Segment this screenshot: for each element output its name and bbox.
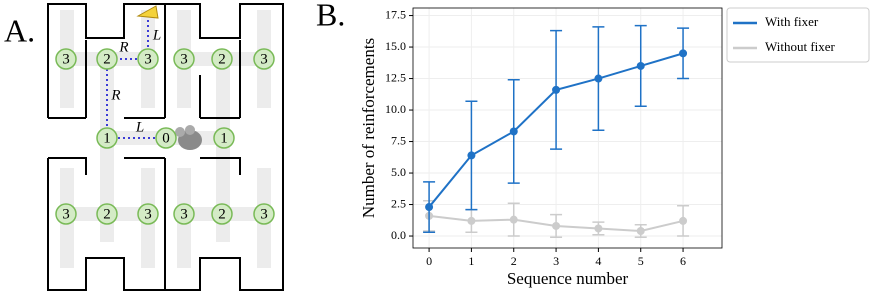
plot-frame (412, 7, 723, 249)
data-point (552, 85, 561, 94)
maze-node (55, 203, 77, 225)
node-label: 0 (162, 130, 170, 146)
maze-node (137, 203, 159, 225)
x-tick-label: 4 (595, 254, 601, 268)
maze-node (253, 48, 275, 70)
data-point (594, 224, 603, 233)
x-tick-label: 0 (426, 254, 432, 268)
data-point (679, 216, 688, 225)
legend-label: With fixer (765, 14, 819, 29)
x-tick-label: 2 (511, 254, 517, 268)
node-label: 1 (103, 130, 111, 146)
y-tick-label: 2.5 (391, 196, 406, 210)
x-axis-label: Sequence number (507, 269, 629, 288)
node-label: 2 (218, 51, 226, 67)
node-label: 3 (144, 206, 152, 222)
maze-node (55, 48, 77, 70)
maze-node (155, 127, 177, 149)
maze-node (137, 48, 159, 70)
data-point (467, 216, 476, 225)
maze-node (173, 203, 195, 225)
y-tick-label: 5.0 (391, 165, 406, 179)
node-label: 3 (180, 206, 188, 222)
legend-label: Without fixer (765, 39, 836, 54)
y-tick-label: 10.0 (385, 102, 406, 116)
data-point (509, 127, 518, 136)
edge-label: R (118, 39, 128, 55)
node-label: 3 (180, 51, 188, 67)
node-label: 3 (260, 51, 268, 67)
node-label: 2 (103, 51, 111, 67)
x-tick-label: 3 (553, 254, 559, 268)
node-label: 2 (103, 206, 111, 222)
data-point (552, 221, 561, 230)
panel-label: A. (4, 12, 35, 48)
x-tick-label: 6 (680, 254, 686, 268)
node-label: 3 (260, 206, 268, 222)
y-tick-label: 0.0 (391, 228, 406, 242)
node-label: 1 (220, 130, 228, 146)
node-label: 3 (62, 51, 70, 67)
node-label: 3 (62, 206, 70, 222)
maze-node (213, 127, 235, 149)
node-label: 3 (144, 51, 152, 67)
data-point (636, 226, 645, 235)
legend-box (726, 7, 870, 63)
edge-label: L (152, 27, 161, 43)
x-tick-label: 5 (638, 254, 644, 268)
panel-label: B. (316, 0, 345, 32)
data-point (594, 74, 603, 83)
edge-label: L (135, 119, 144, 135)
maze-node (253, 203, 275, 225)
maze-node (211, 203, 233, 225)
maze-node (173, 48, 195, 70)
y-tick-label: 17.5 (385, 7, 406, 21)
data-point (467, 151, 476, 160)
data-point (425, 203, 434, 212)
x-tick-label: 1 (468, 254, 474, 268)
maze-node (96, 203, 118, 225)
y-tick-label: 7.5 (391, 133, 406, 147)
maze-node (96, 127, 118, 149)
node-label: 2 (218, 206, 226, 222)
data-point (636, 61, 645, 70)
data-point (509, 215, 518, 224)
maze-node (96, 48, 118, 70)
y-tick-label: 15.0 (385, 39, 406, 53)
y-tick-label: 12.5 (385, 70, 406, 84)
data-point (679, 49, 688, 58)
y-axis-label: Number of reinforcements (359, 38, 378, 218)
edge-label: R (110, 87, 120, 103)
maze-node (211, 48, 233, 70)
